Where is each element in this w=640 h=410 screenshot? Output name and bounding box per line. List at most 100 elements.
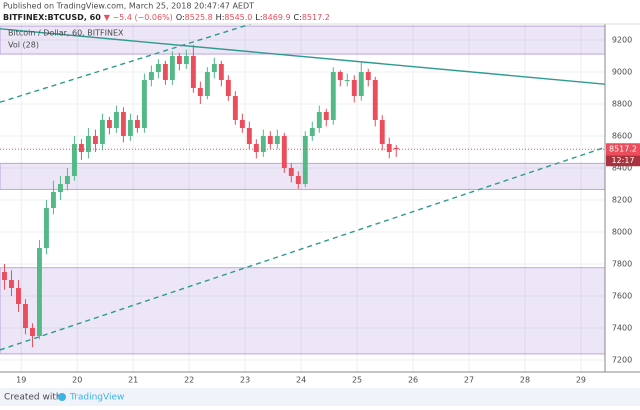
candle-body [44,208,49,248]
candle-body [218,64,224,80]
candle-body [281,136,287,168]
candle-body [302,136,308,184]
candle-body [71,144,77,176]
candle-body [113,112,119,128]
candle-body [106,120,112,128]
candle-body [253,144,259,152]
candle-body [127,120,133,136]
candle-body [309,128,315,136]
legend: BITFINEX:BTCUSD, 60 ▼ −5.4 (−0.06%) O:8525… [3,13,330,22]
last-price-label: 8517.2 [609,145,637,154]
candle-body [211,64,217,72]
x-tick-label: 27 [464,376,474,385]
candle-body [330,72,336,120]
candle-body [260,136,266,152]
candle-body [246,128,252,144]
chart-title: Bitcoin / Dollar, 60, BITFINEX [8,29,124,38]
candle-body [393,147,399,150]
candle-body [148,72,154,80]
x-tick-label: 21 [128,376,138,385]
y-tick-label: 7400 [612,324,632,333]
x-tick-label: 23 [240,376,250,385]
candle-body [190,56,196,88]
y-tick-label: 8400 [612,164,632,173]
y-tick-label: 7800 [612,260,632,269]
y-tick-label: 8800 [612,100,632,109]
candle-body [351,80,357,96]
ohlc-value: 8545.0 [224,13,252,22]
candle-body [295,176,301,184]
candle-body [379,120,385,144]
candle-body [288,168,294,176]
candle-body [274,136,280,144]
ohlc-label: H: [216,13,225,22]
ohlc-label: O: [176,13,185,22]
candle-body [78,144,84,152]
candle-body [239,120,245,128]
symbol: BITFINEX:BTCUSD, 60 [3,13,101,22]
candle-body [337,72,343,80]
x-tick-label: 22 [184,376,194,385]
candle-body [2,272,7,280]
candle-body [64,176,70,184]
candle-body [155,64,161,72]
x-tick-label: 20 [72,376,82,385]
candle-body [9,280,14,288]
y-tick-label: 7200 [612,356,632,365]
candle-body [386,144,392,152]
candle-body [323,112,329,120]
y-tick-label: 7600 [612,292,632,301]
candle-body [57,184,63,192]
countdown-label: 12:17 [611,156,634,165]
x-tick-label: 25 [352,376,362,385]
y-tick-label: 9000 [612,68,632,77]
trendline [0,146,605,351]
candle-body [23,304,28,328]
candle-body [50,192,56,208]
candle-body [183,56,189,64]
published-note: Published on TradingView.com, March 25, … [3,2,254,11]
trendline [0,24,251,103]
x-tick-label: 24 [296,376,306,385]
ohlc-value: 8517.2 [302,13,330,22]
candle-body [358,72,364,96]
candle-body [372,80,378,120]
change: ▼ −5.4 (−0.06%) [104,13,173,22]
candle-body [225,80,231,96]
candle-body [134,120,140,128]
candle-body [204,72,210,96]
candle-body [141,80,147,128]
trendline [0,28,605,85]
footer-brand[interactable]: TradingView [69,393,124,403]
candle-body [344,80,350,81]
y-tick-label: 8600 [612,132,632,141]
legend-text: BITFINEX:BTCUSD, 60 ▼ −5.4 (−0.06%) O:8525… [3,13,330,22]
y-tick-label: 9200 [612,36,632,45]
price-zone [0,162,605,190]
footer-bar [0,388,640,406]
price-zone [0,267,605,355]
candle-body [365,72,371,80]
candle-body [162,64,168,80]
y-tick-label: 8200 [612,196,632,205]
last-price-box [606,143,640,156]
ohlc-label: L: [255,13,262,22]
candle-body [176,56,182,64]
ohlc-value: 8525.8 [185,13,213,22]
x-tick-label: 19 [16,376,26,385]
indicator-label: Vol (28) [8,41,39,50]
candle-body [92,136,98,144]
brand-logo [58,393,66,401]
x-tick-label: 26 [408,376,418,385]
candle-body [99,120,105,144]
candle-body [37,248,42,336]
candle-body [30,328,35,336]
candle-body [267,136,273,144]
candle-body [16,288,21,304]
candle-body [197,88,203,96]
candle-body [85,136,91,152]
ohlc-label: C: [294,13,302,22]
candle-body [120,112,126,136]
candle-body [232,96,238,120]
